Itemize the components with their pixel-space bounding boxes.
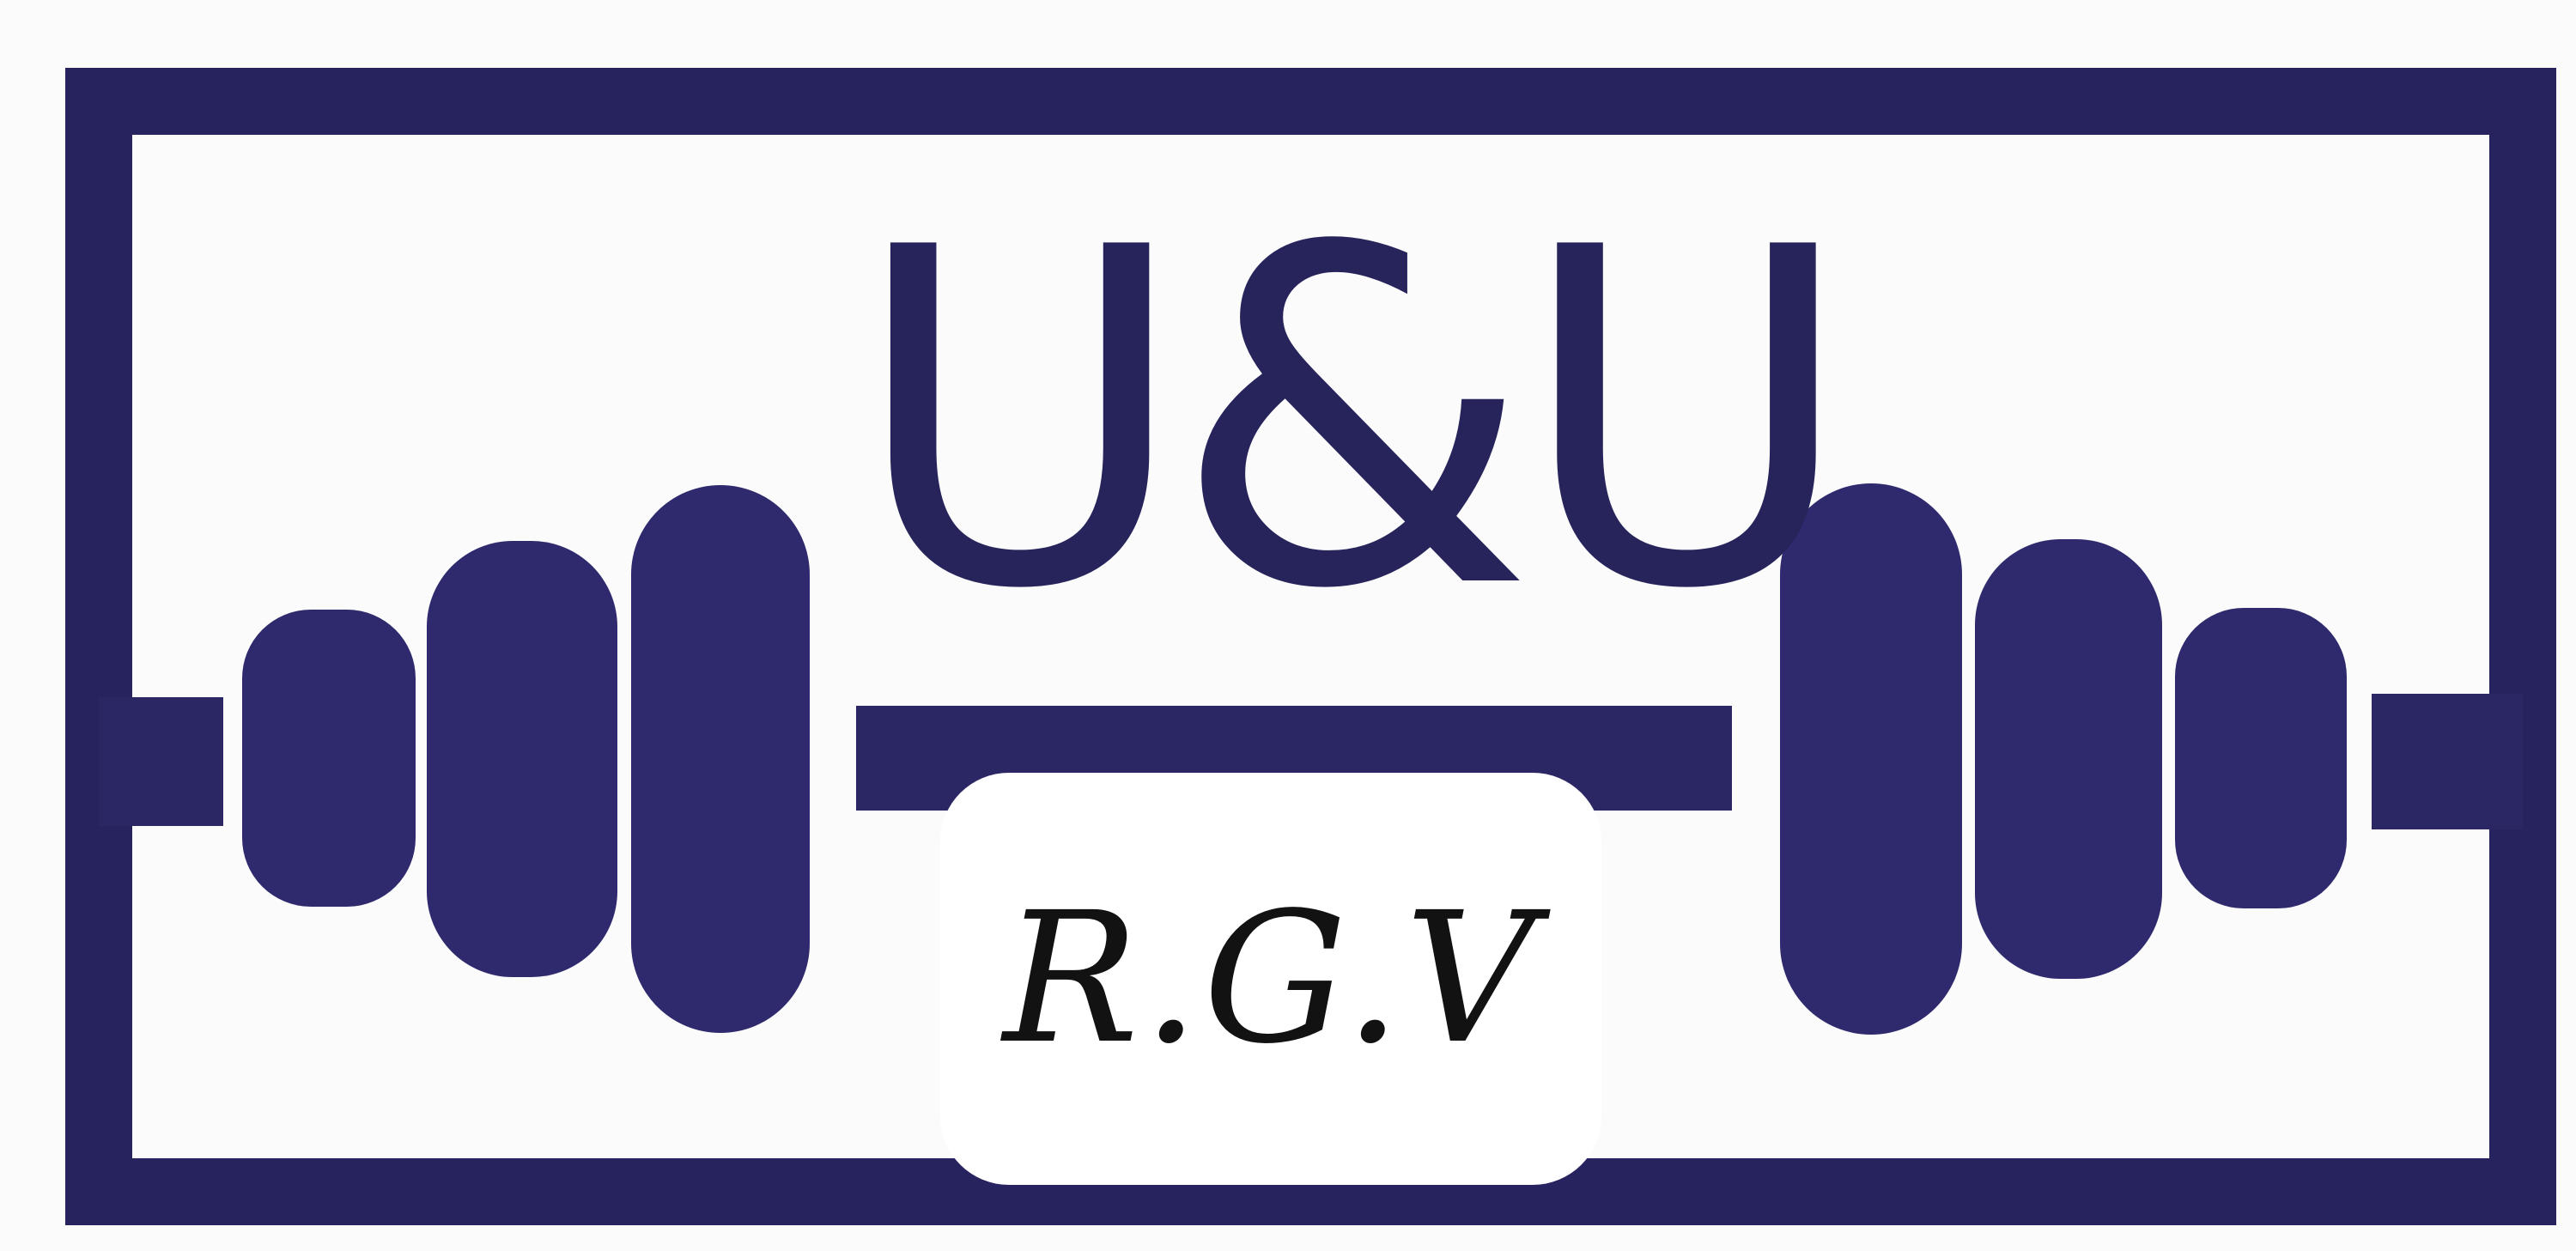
logo-frame [65, 68, 2556, 1225]
location-badge: R.G.V [940, 773, 1601, 1185]
plate-left-large [631, 485, 810, 1033]
barbell-icon [99, 483, 2523, 1035]
brand-title: U&U [850, 151, 1856, 690]
plate-right-medium [1975, 539, 2162, 979]
plate-right-large [1780, 483, 1962, 1035]
location-label: R.G.V [1003, 873, 1539, 1084]
bar-end-left [99, 697, 223, 826]
bar-end-right [2372, 694, 2523, 829]
plate-left-medium [427, 541, 617, 977]
plate-right-small [2175, 608, 2347, 908]
plate-left-small [242, 610, 416, 907]
